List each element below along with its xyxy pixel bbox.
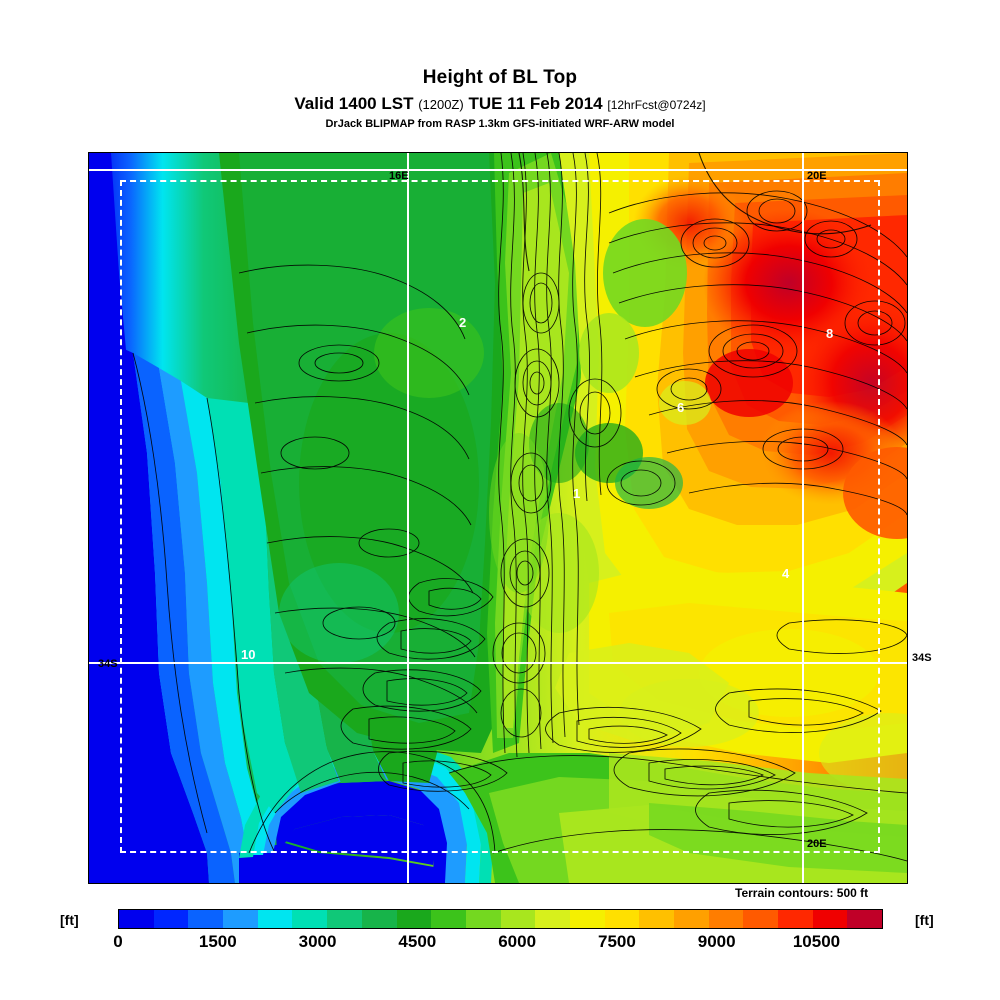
colorbar-band-18 [743, 910, 779, 928]
colorbar-tick-6000: 6000 [498, 932, 537, 951]
terrain-contour-note: Terrain contours: 500 ft [735, 886, 869, 900]
lat-label-right: 34S [912, 652, 932, 664]
subtitle: Valid 1400 LST (1200Z) TUE 11 Feb 2014 [… [0, 95, 1000, 112]
lat-label-left: 34S [98, 658, 118, 670]
site-label-8: 8 [826, 326, 834, 341]
colorbar-band-14 [604, 910, 640, 928]
title-block: Height of BL Top Valid 1400 LST (1200Z) … [0, 0, 1000, 130]
colorbar-unit-left: [ft] [60, 912, 79, 928]
colorbar-tick-1500: 1500 [198, 932, 237, 951]
colorbar-tick-0: 0 [113, 932, 123, 951]
gridline-lat-34s [89, 662, 907, 664]
forecast-map[interactable]: 16E 20E 20E 2 8 6 1 4 10 [88, 152, 908, 884]
page-title: Height of BL Top [422, 67, 578, 88]
colorbar-band-10 [465, 910, 501, 928]
colorbar-band-9 [431, 910, 466, 928]
colorbar-band-6 [327, 910, 362, 928]
site-label-2: 2 [459, 315, 467, 330]
colorbar-band-7 [361, 910, 397, 928]
forecast-tag: [12hrFcst@0724z] [607, 98, 706, 112]
colorbar-tick-4500: 4500 [398, 932, 437, 951]
colorbar-band-1 [153, 910, 189, 928]
valid-utc: (1200Z) [418, 97, 464, 112]
colorbar-band-21 [847, 910, 883, 928]
grid-label-20e-top: 20E [807, 170, 827, 182]
site-label-4: 4 [782, 566, 790, 581]
colorbar-band-2 [188, 910, 224, 928]
valid-time: Valid 1400 LST [294, 94, 414, 113]
colorbar[interactable] [118, 909, 883, 929]
colorbar-band-5 [292, 910, 328, 928]
grid-label-16e-top: 16E [389, 170, 409, 182]
colorbar-unit-right: [ft] [915, 912, 934, 928]
colorbar-band-8 [396, 910, 432, 928]
colorbar-band-15 [639, 910, 674, 928]
colorbar-band-17 [708, 910, 744, 928]
colorbar-band-12 [535, 910, 570, 928]
colorbar-band-3 [223, 910, 258, 928]
site-label-10: 10 [241, 647, 256, 662]
colorbar-band-20 [812, 910, 848, 928]
colorbar-band-0 [119, 910, 154, 928]
colorbar-band-11 [500, 910, 536, 928]
colorbar-band-19 [778, 910, 813, 928]
site-label-6: 6 [677, 400, 685, 415]
model-domain-boundary [120, 180, 880, 853]
colorbar-tick-labels: 0 1500 3000 4500 6000 7500 9000 10500 [113, 932, 883, 954]
colorbar-tick-10500: 10500 [792, 932, 841, 951]
map-raster [89, 153, 907, 883]
colorbar-tick-7500: 7500 [597, 932, 636, 951]
colorbar-tick-9000: 9000 [697, 932, 736, 951]
grid-label-20e-bottom: 20E [807, 838, 827, 850]
gridline-lat-top [89, 169, 907, 171]
gridline-lon-16e [407, 153, 409, 883]
colorbar-band-16 [674, 910, 709, 928]
site-label-1: 1 [573, 486, 581, 501]
valid-date: TUE 11 Feb 2014 [468, 94, 603, 113]
model-credit: DrJack BLIPMAP from RASP 1.3km GFS-initi… [325, 118, 675, 130]
colorbar-tick-3000: 3000 [298, 932, 337, 951]
colorbar-band-4 [257, 910, 293, 928]
colorbar-band-13 [569, 910, 605, 928]
gridline-lon-20e [802, 153, 804, 883]
